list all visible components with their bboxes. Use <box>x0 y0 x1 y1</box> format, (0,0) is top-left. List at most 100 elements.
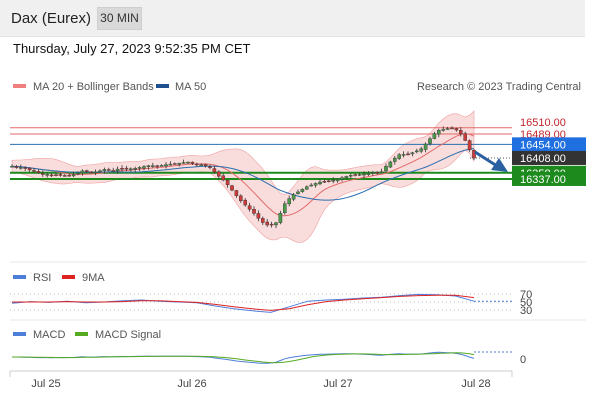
candle-body <box>98 170 102 173</box>
candle-body <box>49 174 54 177</box>
candle <box>243 198 248 207</box>
candle-body <box>362 173 366 176</box>
candle <box>111 167 115 172</box>
candle-body <box>335 178 340 182</box>
candle <box>423 142 428 153</box>
candle-body <box>309 184 314 187</box>
candle-body <box>313 183 318 186</box>
candle-body <box>472 149 476 159</box>
candle-body <box>172 163 177 165</box>
ma50-line <box>11 148 475 201</box>
pivot-tag-label-16454-00: 16454.00 <box>520 139 566 151</box>
candle-body <box>150 165 155 167</box>
candle <box>194 162 199 168</box>
candle-body <box>445 128 450 130</box>
candle <box>274 221 278 229</box>
candle-body <box>58 174 63 176</box>
candle-body <box>450 127 454 130</box>
candle <box>71 171 76 178</box>
candle-body <box>410 152 415 155</box>
candle <box>278 210 283 225</box>
candle-body <box>349 174 353 177</box>
candle-body <box>357 174 362 176</box>
candle-body <box>36 171 41 173</box>
candle <box>393 155 397 165</box>
candle <box>212 165 217 174</box>
candle-body <box>388 161 393 168</box>
candle-body <box>32 170 36 172</box>
candle-body <box>203 164 208 167</box>
rsi-ma-legend-swatch <box>62 275 75 279</box>
x-tick-jul26: Jul 26 <box>177 378 206 390</box>
support-tag-16337-00 <box>512 171 586 186</box>
candle <box>397 153 402 160</box>
candle <box>225 179 230 188</box>
candle-body <box>278 213 283 223</box>
candle-body <box>120 168 124 170</box>
candle <box>247 202 252 212</box>
resistance-label-16510-00: 16510.00 <box>520 117 566 129</box>
rsi-tick-70: 70 <box>520 289 532 301</box>
candle-body <box>84 170 89 173</box>
candle-body <box>283 203 287 214</box>
candle <box>159 164 164 167</box>
chart-timestamp: Thursday, July 27, 2023 9:52:35 PM CET <box>13 41 251 56</box>
candle-body <box>142 166 146 169</box>
candle <box>445 126 450 130</box>
candle-body <box>269 223 274 226</box>
rsi-legend-swatch <box>13 275 26 279</box>
candle <box>45 172 49 178</box>
timeframe-button[interactable]: 30 MIN <box>97 7 142 30</box>
candle-body <box>14 166 19 168</box>
candle-body <box>71 174 76 177</box>
candle <box>467 139 472 152</box>
candle-body <box>371 172 375 174</box>
candle <box>415 148 419 154</box>
candle <box>454 127 459 132</box>
candle-body <box>340 177 344 180</box>
x-tick-jul25: Jul 25 <box>31 378 60 390</box>
candle <box>124 165 129 172</box>
candle <box>371 171 375 176</box>
moving-averages <box>11 133 475 217</box>
candle <box>401 151 406 158</box>
candle <box>388 160 393 169</box>
candle <box>410 151 415 157</box>
candle-body <box>437 130 441 135</box>
candle <box>221 173 226 182</box>
candle-body <box>415 150 419 153</box>
candle <box>150 162 155 168</box>
candle-body <box>318 181 322 185</box>
candle <box>265 218 270 228</box>
candle <box>437 128 441 138</box>
rsi-ma-legend-label: 9MA <box>82 272 105 284</box>
candle-body <box>10 166 14 168</box>
candle <box>291 192 296 202</box>
candle-body <box>102 169 107 172</box>
candle-body <box>19 167 23 169</box>
candle <box>168 161 173 166</box>
candle-body <box>296 191 300 194</box>
ma20-line <box>11 133 475 217</box>
candle <box>463 131 468 142</box>
candle-body <box>397 154 402 159</box>
candle-body <box>287 198 292 205</box>
candle <box>406 151 410 156</box>
macd-tick-0: 0 <box>520 354 526 366</box>
x-tick-jul27: Jul 27 <box>323 378 352 390</box>
last-price-tag-label-16408-00: 16408.00 <box>520 153 566 165</box>
candle <box>331 177 336 184</box>
candle <box>450 126 454 130</box>
chart-header: Dax (Eurex) 30 MIN <box>0 0 585 37</box>
candle-body <box>133 168 138 170</box>
candle-body <box>265 221 270 226</box>
candle <box>300 188 305 193</box>
candle <box>441 126 446 132</box>
price-level-tags: 16510.0016489.0016454.0016408.0016358.00… <box>512 117 586 186</box>
macd-lines <box>12 351 512 364</box>
macd-signal-legend-label: MACD Signal <box>95 329 161 341</box>
ma20-legend-label: MA 20 + Bollinger Bands <box>33 81 154 93</box>
candle-body <box>401 154 406 156</box>
candle-body <box>54 174 58 176</box>
